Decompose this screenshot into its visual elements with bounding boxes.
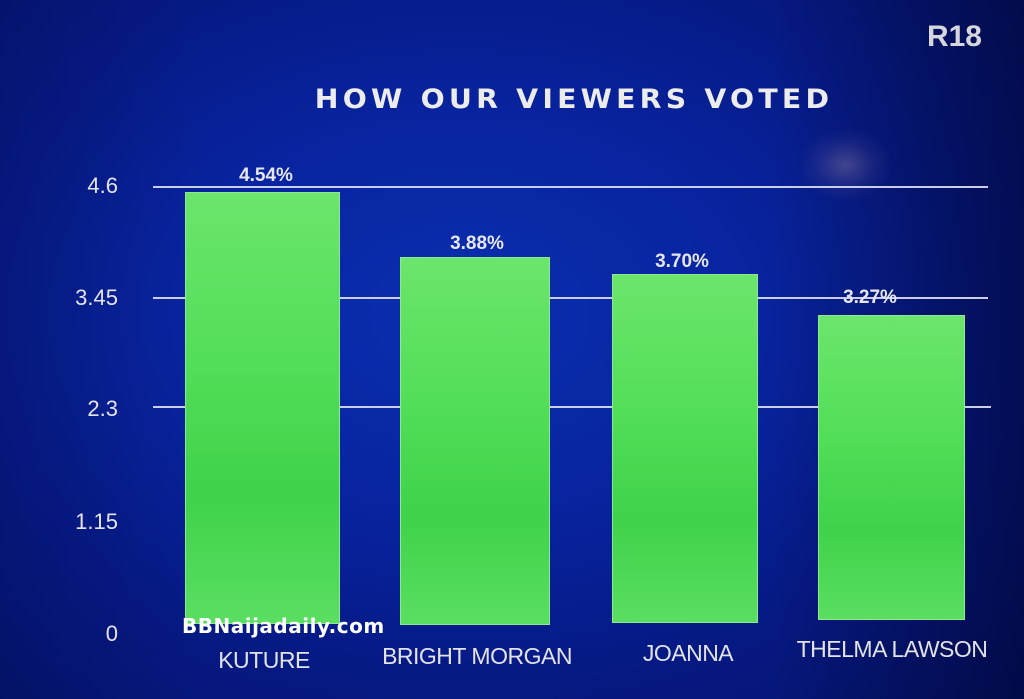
chart-title: HOW OUR VIEWERS VOTED [314, 84, 834, 115]
bar-bright-morgan [400, 257, 550, 625]
bar-value-label: 3.70% [655, 251, 709, 272]
screen-glare [800, 130, 890, 200]
bar-thelma-lawson [818, 315, 965, 620]
category-label: BRIGHT MORGAN [382, 643, 572, 669]
category-label: KUTURE [218, 647, 310, 673]
category-label: JOANNA [642, 640, 734, 666]
bar-kuture [185, 192, 340, 624]
category-label: THELMA LAWSON [796, 636, 988, 662]
y-tick-label: 1.15 [75, 509, 118, 534]
bar-value-label: 4.54% [239, 165, 293, 186]
bar-value-label: 3.88% [450, 233, 504, 254]
gridline [153, 297, 988, 299]
y-tick-label: 4.6 [87, 173, 118, 198]
y-tick-label: 3.45 [75, 285, 118, 310]
bar-joanna [612, 274, 758, 623]
y-tick-label: 0 [105, 621, 118, 646]
bar-value-label: 3.27% [843, 287, 897, 308]
y-tick-label: 2.3 [87, 396, 118, 421]
gridline [153, 186, 988, 188]
gridline [153, 406, 991, 408]
round-badge: R18 [926, 20, 982, 53]
watermark: BBNaijadaily.com [182, 614, 385, 638]
